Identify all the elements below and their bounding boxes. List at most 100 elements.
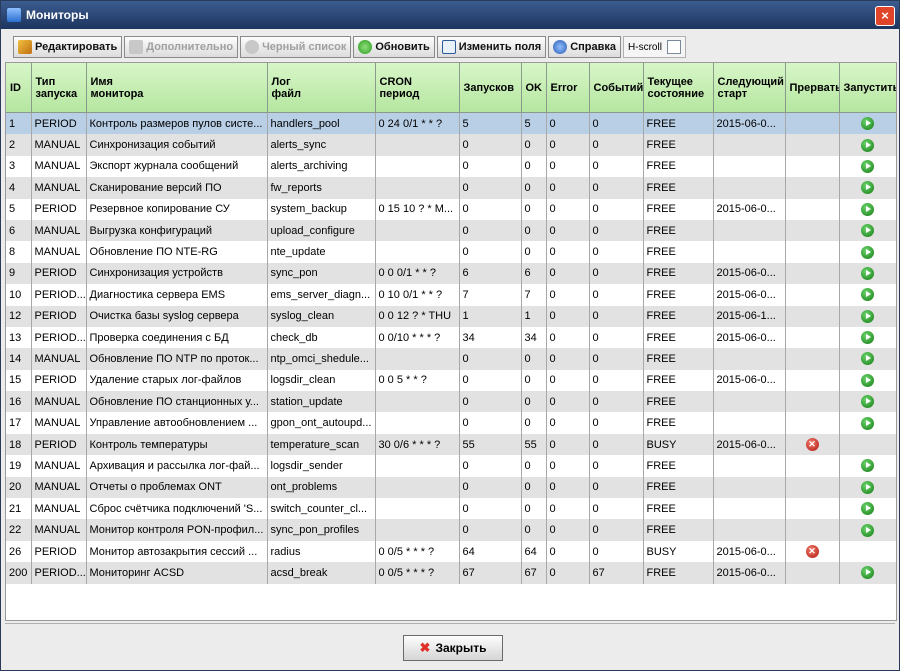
table-cell: 0 bbox=[546, 519, 590, 541]
action-cell bbox=[839, 262, 896, 285]
table-cell: 2015-06-0... bbox=[713, 284, 786, 306]
table-cell: FREE bbox=[643, 198, 714, 220]
column-header: CRON период bbox=[375, 63, 460, 113]
table-row[interactable]: 4 MANUAL Сканирование версий ПО fw_reports 0… bbox=[6, 177, 896, 199]
table-row[interactable]: 15 PERIOD Удаление старых лог-файлов logsdi… bbox=[6, 369, 896, 392]
table-row[interactable]: 17 MANUAL Управление автообновлением ... gp… bbox=[6, 412, 896, 434]
play-icon[interactable] bbox=[861, 245, 874, 259]
action-cell bbox=[785, 412, 840, 434]
play-icon[interactable] bbox=[861, 266, 874, 280]
table-row[interactable]: 14 MANUAL Обновление ПО NTP по проток... nt… bbox=[6, 348, 896, 370]
table-cell: 0 bbox=[546, 476, 590, 499]
table-cell: 0 bbox=[546, 219, 590, 242]
table-row[interactable]: 3 MANUAL Экспорт журнала сообщений alerts_a… bbox=[6, 155, 896, 178]
table-cell: 1 bbox=[6, 112, 32, 135]
column-header: Тип запуска bbox=[31, 63, 87, 113]
refresh-button[interactable]: Обновить bbox=[353, 36, 435, 58]
table-cell: 1 bbox=[521, 305, 547, 327]
stop-icon[interactable]: ✕ bbox=[805, 545, 819, 558]
table-cell: upload_configure bbox=[267, 219, 376, 242]
table-cell: 0 bbox=[521, 155, 547, 178]
table-cell: switch_counter_cl... bbox=[267, 498, 376, 520]
table-cell bbox=[713, 412, 786, 434]
table-row[interactable]: 18 PERIOD Контроль температуры temperature_… bbox=[6, 433, 896, 456]
window-close[interactable]: × bbox=[875, 6, 895, 26]
table-cell: 0 bbox=[589, 412, 644, 434]
play-icon[interactable] bbox=[861, 224, 874, 238]
play-icon[interactable] bbox=[861, 117, 874, 131]
table-cell: 0 bbox=[589, 198, 644, 220]
stop-icon[interactable]: ✕ bbox=[805, 438, 819, 452]
table-cell: Обновление ПО NTP по проток... bbox=[86, 348, 268, 370]
table-row[interactable]: 19 MANUAL Архивация и рассылка лог-фай... l… bbox=[6, 455, 896, 477]
edit-button[interactable]: Редактировать bbox=[13, 36, 123, 58]
table-row[interactable]: 200 PERIOD... Мониторинг ACSD acsd_break 0 0… bbox=[6, 562, 896, 584]
hscroll-toggle[interactable]: H-scroll bbox=[623, 36, 686, 58]
play-icon[interactable] bbox=[861, 159, 874, 173]
play-icon[interactable] bbox=[861, 309, 874, 323]
table-row[interactable]: 26 PERIOD Монитор автозакрытия сессий ... r… bbox=[6, 540, 896, 563]
table-row[interactable]: 10 PERIOD... Диагностика сервера EMS ems_se… bbox=[6, 284, 896, 306]
play-icon[interactable] bbox=[861, 331, 874, 345]
table-cell: FREE bbox=[643, 348, 714, 370]
table-cell: 0 bbox=[521, 519, 547, 541]
play-icon[interactable] bbox=[861, 352, 874, 366]
play-icon[interactable] bbox=[861, 502, 874, 516]
table-cell: 4 bbox=[6, 177, 32, 199]
table-cell: 22 bbox=[6, 519, 32, 541]
table-row[interactable]: 12 PERIOD Очистка базы syslog сервера syslo… bbox=[6, 305, 896, 327]
table-cell: syslog_clean bbox=[267, 305, 376, 327]
table-row[interactable]: 16 MANUAL Обновление ПО станционных у... st… bbox=[6, 391, 896, 413]
table-cell: Обновление ПО станционных у... bbox=[86, 391, 268, 413]
table-cell: 0 bbox=[546, 241, 590, 263]
table-cell: FREE bbox=[643, 476, 714, 499]
table-cell: 0 bbox=[589, 305, 644, 327]
table-row[interactable]: 8 MANUAL Обновление ПО NTE-RG nte_update 0 0 0… bbox=[6, 241, 896, 263]
table-cell: Мониторинг ACSD bbox=[86, 562, 268, 584]
table-cell bbox=[375, 348, 460, 370]
table-row[interactable]: 21 MANUAL Сброс счётчика подключений 'S...… bbox=[6, 498, 896, 520]
table-cell: 13 bbox=[6, 326, 32, 349]
play-icon[interactable] bbox=[861, 416, 874, 430]
play-icon[interactable] bbox=[861, 373, 874, 387]
table-cell: FREE bbox=[643, 562, 714, 584]
table-cell: 9 bbox=[6, 262, 32, 285]
play-icon[interactable] bbox=[861, 181, 874, 195]
action-cell bbox=[839, 412, 896, 434]
table-row[interactable]: 5 PERIOD Резервное копирование СУ system_ba… bbox=[6, 198, 896, 220]
play-icon[interactable] bbox=[861, 395, 874, 409]
play-icon[interactable] bbox=[861, 566, 874, 580]
table-row[interactable]: 20 MANUAL Отчеты о проблемах ONT ont_proble… bbox=[6, 476, 896, 499]
fields-button[interactable]: Изменить поля bbox=[436, 36, 547, 58]
table-cell bbox=[713, 476, 786, 499]
table-cell: Очистка базы syslog сервера bbox=[86, 305, 268, 327]
table-cell bbox=[375, 155, 460, 178]
table-row[interactable]: 9 PERIOD Синхронизация устройств sync_pon 0 … bbox=[6, 262, 896, 285]
close-button[interactable]: ✖ Закрыть bbox=[403, 635, 503, 661]
table-cell: Синхронизация устройств bbox=[86, 262, 268, 285]
table-cell: BUSY bbox=[643, 433, 714, 456]
table-cell: 67 bbox=[521, 562, 547, 584]
help-button[interactable]: Справка bbox=[548, 36, 622, 58]
table-cell: 34 bbox=[521, 326, 547, 349]
play-icon[interactable] bbox=[861, 202, 874, 216]
table-cell: 0 bbox=[521, 369, 547, 392]
table-cell bbox=[375, 134, 460, 156]
play-icon[interactable] bbox=[861, 480, 874, 494]
table-cell bbox=[375, 476, 460, 499]
play-icon[interactable] bbox=[861, 459, 874, 473]
table-row[interactable]: 2 MANUAL Синхронизация событий alerts_sync 0… bbox=[6, 134, 896, 156]
table-cell bbox=[375, 498, 460, 520]
table-row[interactable]: 1 PERIOD Контроль размеров пулов систе... h… bbox=[6, 112, 896, 135]
play-icon[interactable] bbox=[861, 288, 874, 302]
play-icon[interactable] bbox=[861, 523, 874, 537]
table-cell bbox=[375, 219, 460, 242]
table-row[interactable]: 6 MANUAL Выгрузка конфигураций upload_confi… bbox=[6, 219, 896, 242]
checkbox[interactable] bbox=[666, 40, 681, 54]
table-row[interactable]: 13 PERIOD... Проверка соединения с БД check… bbox=[6, 326, 896, 349]
table-cell: 0 bbox=[546, 177, 590, 199]
table-row[interactable]: 22 MANUAL Монитор контроля PON-профил... sy… bbox=[6, 519, 896, 541]
table-cell bbox=[713, 498, 786, 520]
play-icon[interactable] bbox=[861, 138, 874, 152]
table-cell: MANUAL bbox=[31, 519, 87, 541]
